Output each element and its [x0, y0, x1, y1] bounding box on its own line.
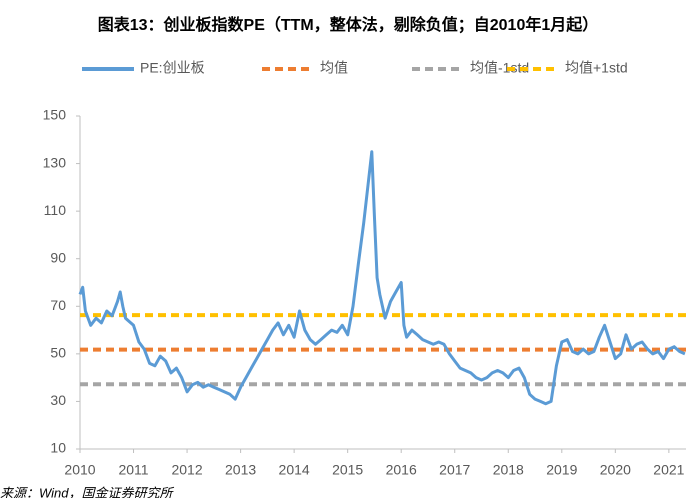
x-tick-label: 2016: [386, 462, 417, 478]
x-tick-label: 2017: [439, 462, 470, 478]
y-tick-label: 70: [50, 297, 66, 313]
y-tick-label: 50: [50, 345, 66, 361]
y-tick-label: 130: [43, 154, 67, 170]
x-tick-label: 2021: [653, 462, 684, 478]
x-tick-label: 2013: [225, 462, 256, 478]
y-tick-label: 150: [43, 107, 67, 123]
x-tick-label: 2011: [118, 462, 148, 478]
y-tick-label: 90: [50, 249, 66, 265]
x-tick-label: 2010: [64, 462, 95, 478]
legend-label: 均值: [320, 60, 348, 76]
legend-label: 均值-1std: [470, 60, 529, 76]
x-tick-label: 2018: [493, 462, 524, 478]
chart-title: 图表13：创业板指数PE（TTM，整体法，剔除负值；自2010年1月起）: [98, 15, 599, 34]
x-tick-label: 2015: [332, 462, 363, 478]
x-tick-label: 2019: [546, 462, 577, 478]
x-tick-label: 2020: [600, 462, 631, 478]
y-tick-label: 10: [50, 440, 66, 456]
x-tick-label: 2012: [171, 462, 202, 478]
data-line: [78, 150, 686, 406]
legend-label: PE:创业板: [140, 60, 205, 76]
y-tick-label: 110: [44, 202, 67, 218]
legend-label: 均值+1std: [565, 60, 628, 76]
x-tick-label: 2014: [279, 462, 310, 478]
y-tick-label: 30: [50, 392, 66, 408]
source: 来源：Wind，国金证券研究所: [0, 485, 175, 498]
